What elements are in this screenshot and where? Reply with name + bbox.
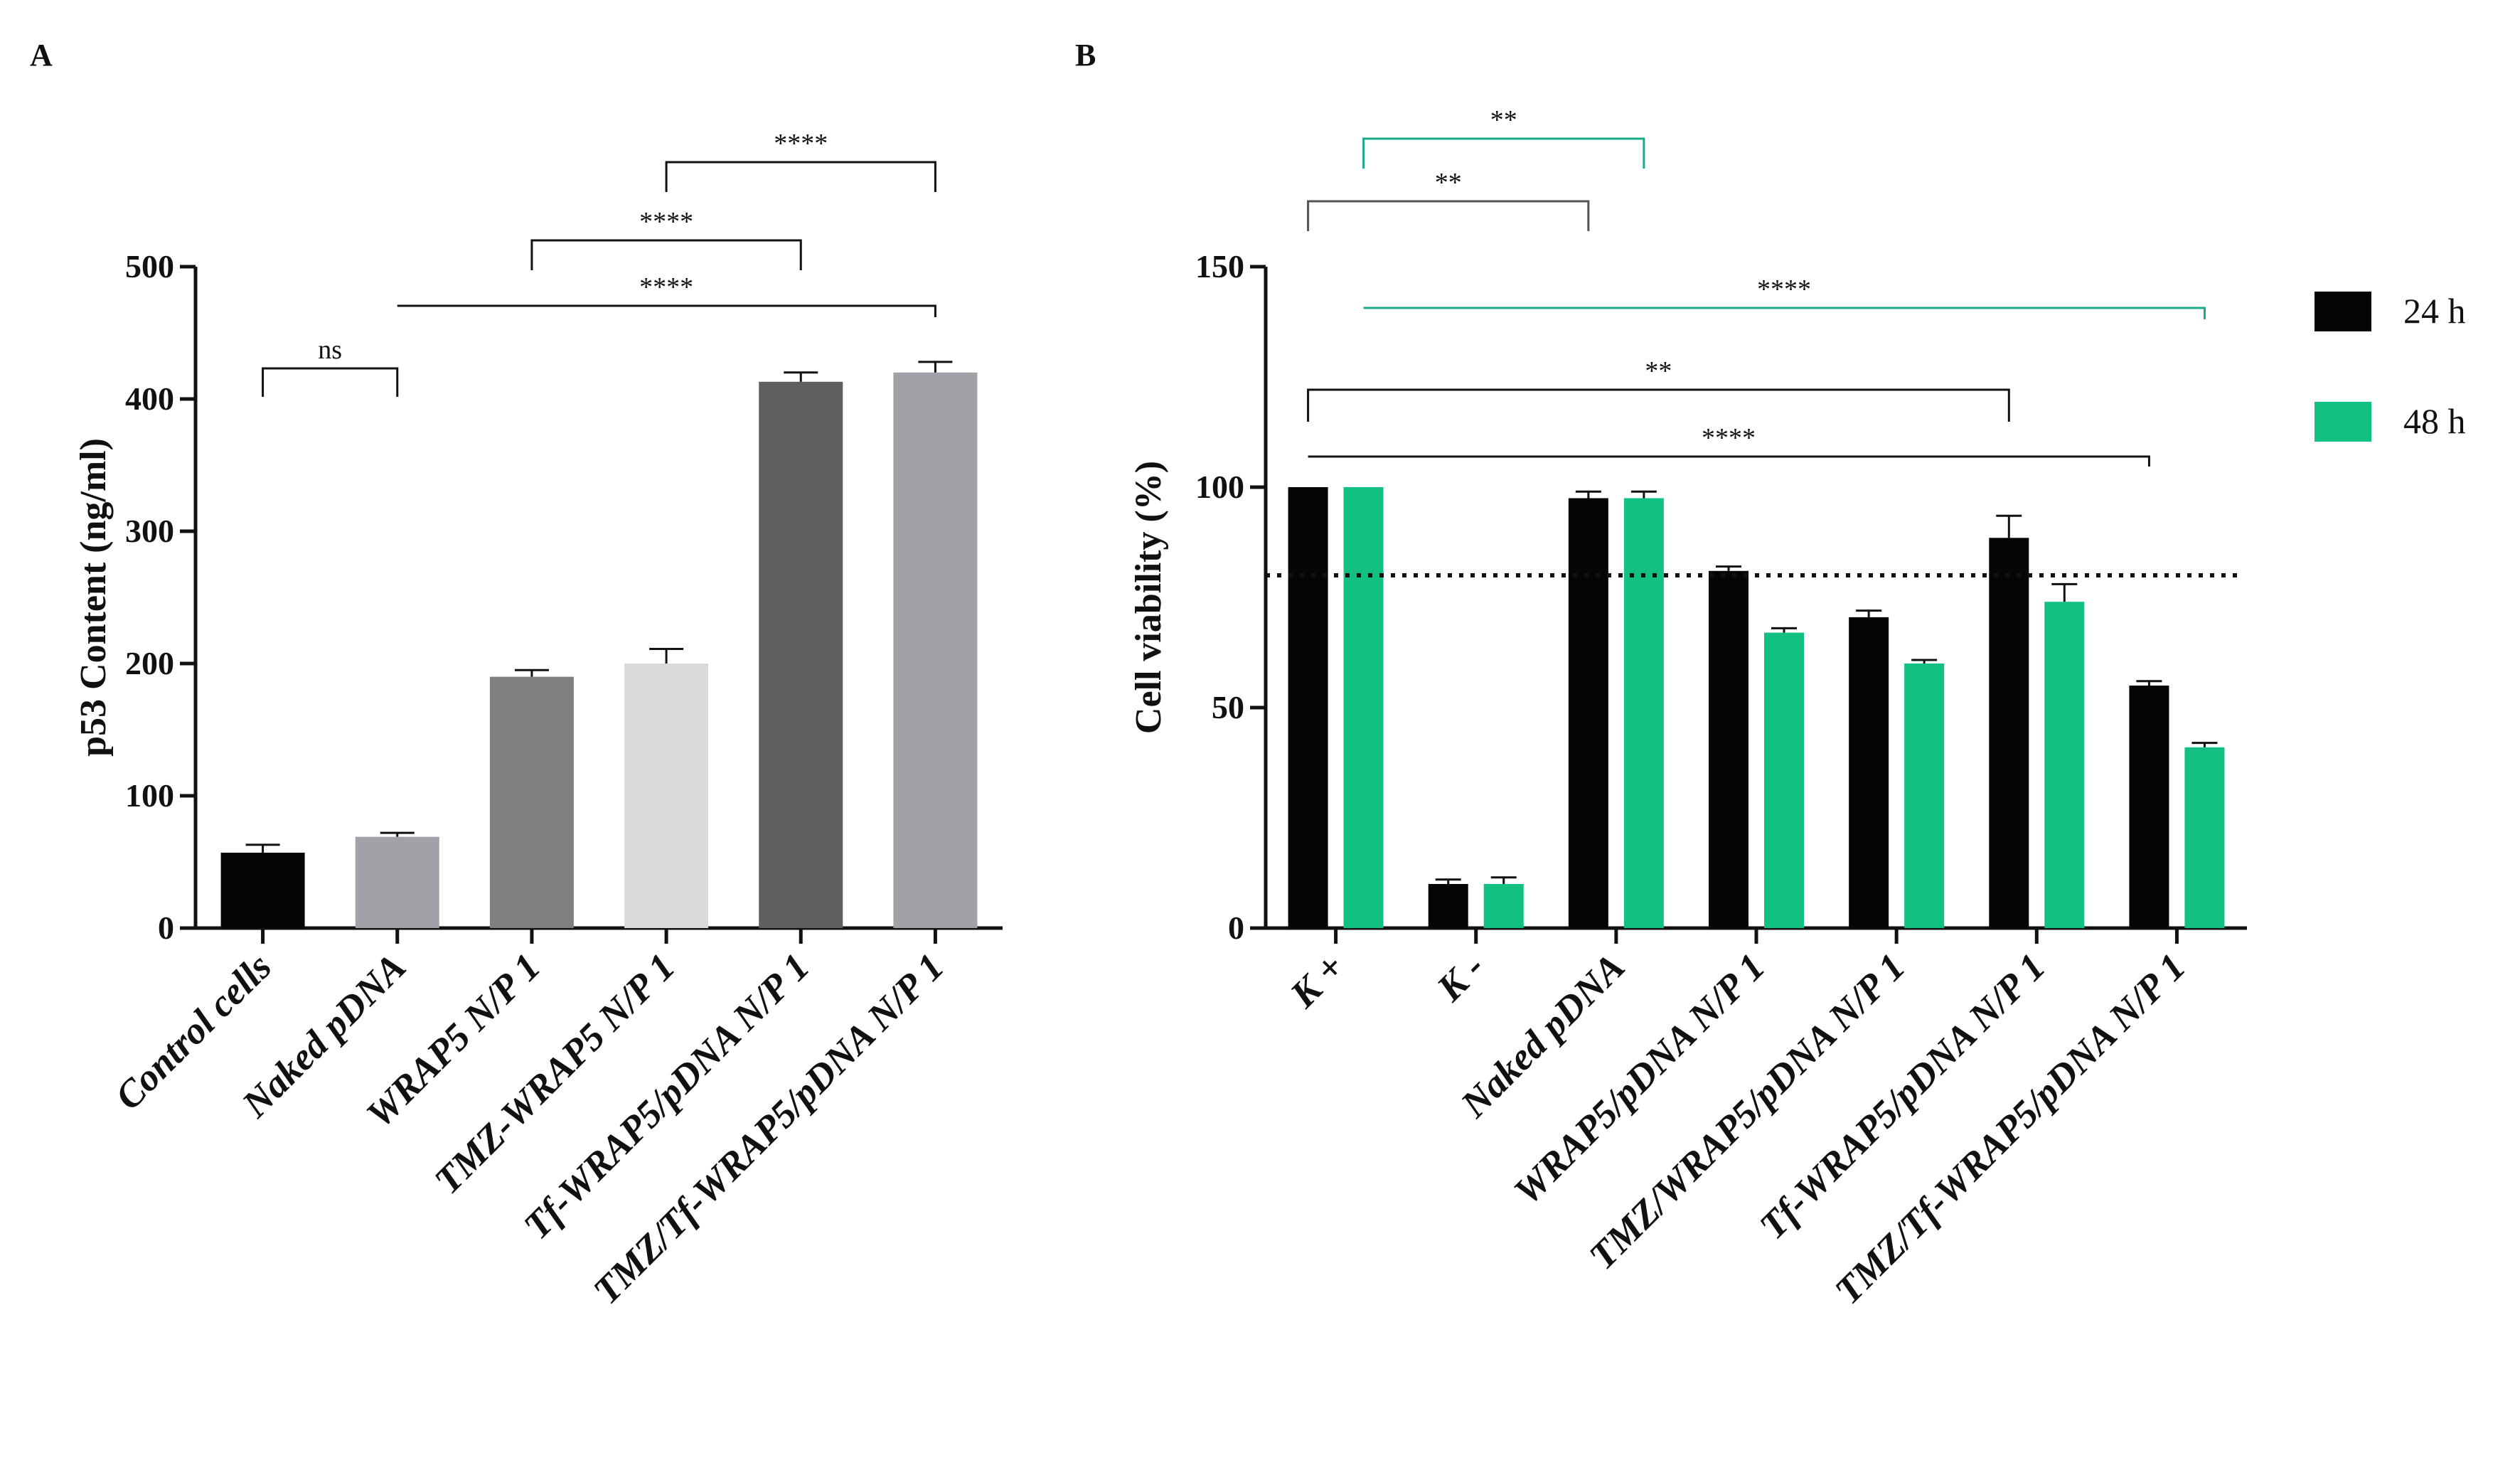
legend-label-1: 48 h xyxy=(2403,401,2466,441)
significance-a-0-bracket xyxy=(262,367,399,397)
panel-letter-a: A xyxy=(30,38,53,73)
bar-b-s1-3 xyxy=(1764,632,1804,928)
bar-b-s1-2 xyxy=(1623,498,1664,928)
legend-swatch-1 xyxy=(2315,402,2371,442)
panel-letter-b: B xyxy=(1075,38,1096,73)
legend-swatch-0 xyxy=(2315,292,2371,331)
y-tick-label-a: 400 xyxy=(125,380,174,417)
bar-b-s0-0 xyxy=(1288,487,1328,928)
significance-b-2-label: **** xyxy=(1757,275,1811,304)
significance-a-1-bracket xyxy=(397,304,936,317)
y-tick-label-a: 100 xyxy=(125,777,174,814)
bar-a-1 xyxy=(355,836,439,928)
y-tick-label-b: 150 xyxy=(1195,248,1244,284)
bar-a-3 xyxy=(624,664,709,928)
y-tick-label-b: 100 xyxy=(1195,469,1244,505)
significance-b-0-bracket xyxy=(1362,137,1645,169)
x-tick-label-b: Tf-WRAP5/pDNA N/P 1 xyxy=(1751,945,2054,1247)
significance-a-2-label: **** xyxy=(639,207,693,237)
y-tick-label-a: 500 xyxy=(125,248,174,284)
bar-b-s1-5 xyxy=(2044,602,2085,928)
bar-b-s0-4 xyxy=(1849,617,1889,928)
x-tick-label-b: K - xyxy=(1428,945,1493,1010)
legend: 24 h 48 h xyxy=(2315,291,2466,442)
y-axis-label-b: Cell viability (%) xyxy=(1128,461,1169,734)
significance-b-4-label: **** xyxy=(1702,423,1756,453)
significance-a-3-bracket xyxy=(665,161,936,192)
bar-b-s0-3 xyxy=(1709,570,1748,928)
significance-b-4-bracket xyxy=(1308,455,2150,467)
y-tick-label-a: 0 xyxy=(158,910,174,946)
bar-b-s0-5 xyxy=(1989,538,2029,928)
significance-b-1-bracket xyxy=(1307,200,1590,231)
bar-b-s1-4 xyxy=(1904,664,1945,928)
bar-b-s0-6 xyxy=(2129,686,2169,928)
bar-b-s1-0 xyxy=(1343,487,1384,928)
x-tick-label-a: TMZ-WRAP5 N/P 1 xyxy=(426,945,683,1202)
bar-a-5 xyxy=(893,372,978,928)
y-tick-label-a: 300 xyxy=(125,513,174,549)
bar-b-s1-1 xyxy=(1483,884,1524,928)
x-tick-label-b: K + xyxy=(1281,945,1352,1016)
significance-a-1-label: **** xyxy=(639,272,693,302)
significance-b-1-label: ** xyxy=(1435,168,1462,198)
significance-b-3-label: ** xyxy=(1645,356,1672,386)
bar-b-s1-6 xyxy=(2184,747,2225,928)
significance-b-0-label: ** xyxy=(1490,105,1517,135)
bar-a-0 xyxy=(220,852,305,928)
significance-a-3-label: **** xyxy=(774,129,828,159)
bar-a-2 xyxy=(489,676,574,928)
significance-b-3-bracket xyxy=(1307,388,2010,422)
y-axis-label-a: p53 Content (ng/ml) xyxy=(73,438,114,757)
significance-a-2-bracket xyxy=(530,239,802,270)
significance-b-2-bracket xyxy=(1363,307,2206,319)
bar-b-s0-2 xyxy=(1568,498,1608,928)
y-tick-label-a: 200 xyxy=(125,645,174,681)
bar-b-s0-1 xyxy=(1428,884,1468,928)
legend-label-0: 24 h xyxy=(2403,291,2466,331)
y-tick-label-b: 0 xyxy=(1228,910,1244,946)
y-tick-label-b: 50 xyxy=(1212,689,1244,725)
bar-a-4 xyxy=(759,381,843,928)
significance-a-0-label: ns xyxy=(318,335,342,365)
x-tick-label-b: WRAP5/pDNA N/P 1 xyxy=(1505,945,1773,1213)
